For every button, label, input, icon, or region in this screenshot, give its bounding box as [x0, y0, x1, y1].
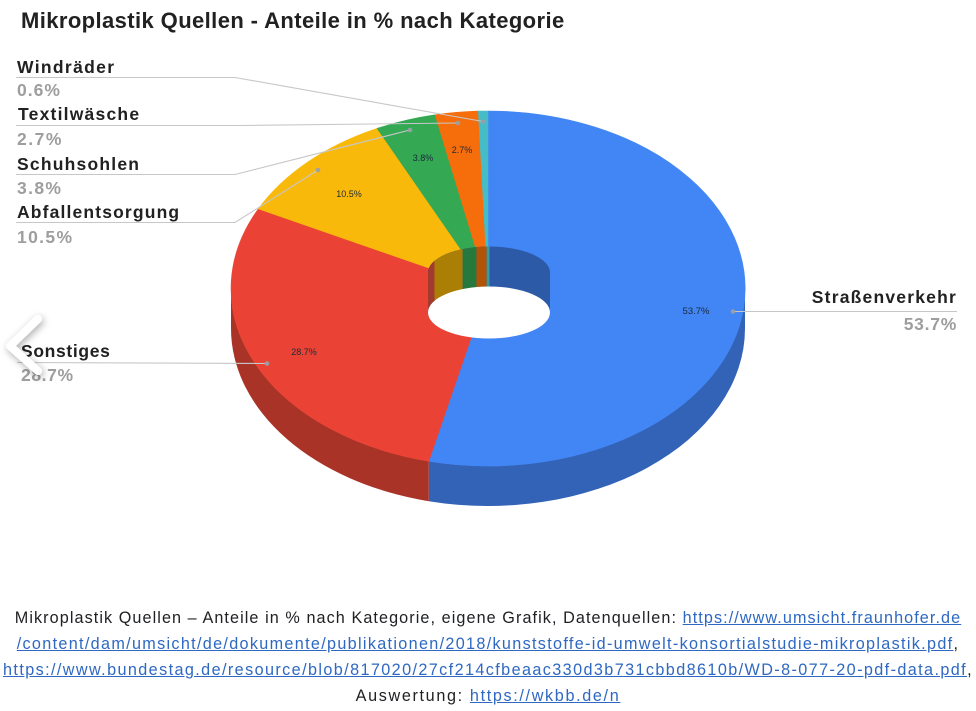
svg-text:3.8%: 3.8% [413, 153, 434, 163]
svg-text:53.7%: 53.7% [683, 306, 710, 317]
svg-text:10.5%: 10.5% [336, 189, 362, 199]
svg-text:28.7%: 28.7% [291, 347, 317, 357]
svg-text:2.7%: 2.7% [452, 145, 473, 155]
